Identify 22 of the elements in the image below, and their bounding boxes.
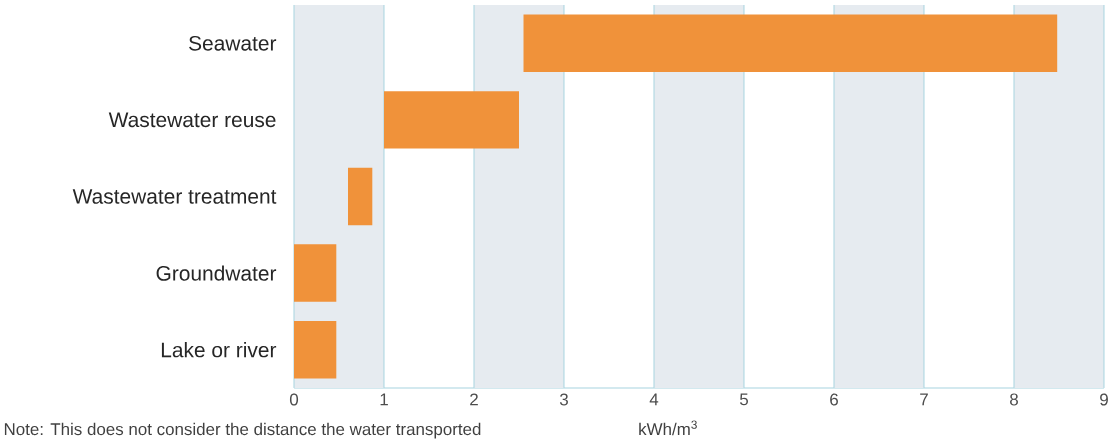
x-tick-label: 9 <box>1100 393 1108 406</box>
y-tick-label: Lake or river <box>161 342 277 358</box>
y-tick-label: Groundwater <box>156 265 277 281</box>
x-tick-label: 3 <box>559 393 568 406</box>
x-axis-title: kWh/m$^{3}$ <box>639 420 697 436</box>
x-tick-label: 2 <box>470 393 478 406</box>
x-tick-label: 5 <box>739 393 748 406</box>
bar <box>384 91 520 149</box>
x-tick-label: 6 <box>830 393 838 406</box>
x-tick-label: 1 <box>380 393 388 406</box>
x-tick-label: 8 <box>1010 393 1018 406</box>
x-tick-label: 4 <box>649 393 659 406</box>
y-tick-label: Seawater <box>189 35 277 51</box>
y-tick-label: Wastewater reuse <box>108 112 276 128</box>
x-tick-label: 0 <box>289 393 299 406</box>
bar <box>348 167 373 226</box>
x-tick-label: 7 <box>920 393 928 406</box>
text: Note: This does not consider the distance the water transported <box>4 422 481 439</box>
y-tick-label: Wastewater treatment <box>72 189 277 204</box>
bar <box>294 320 337 379</box>
bar <box>523 14 1058 73</box>
bar <box>294 244 337 302</box>
